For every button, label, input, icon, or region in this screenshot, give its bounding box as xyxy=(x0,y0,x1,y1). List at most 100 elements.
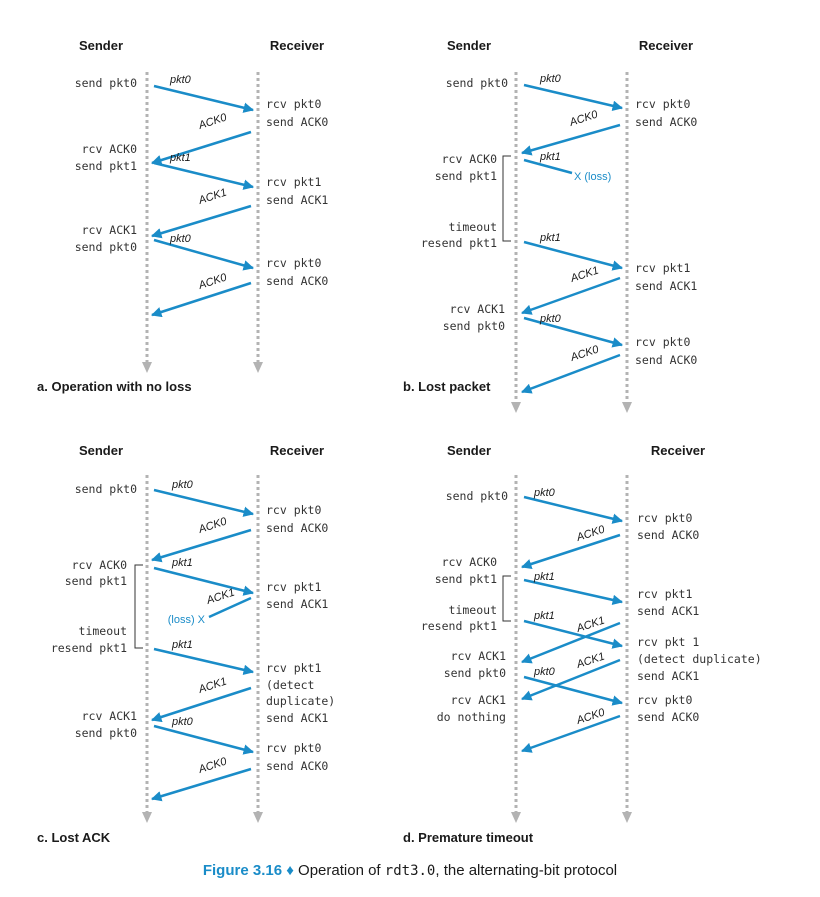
message-label: pkt0 xyxy=(171,716,194,728)
receiver-event: rcv pkt0 xyxy=(637,511,692,525)
sender-event: rcv ACK1 xyxy=(451,649,506,663)
panel-b: Sender Receiver X (loss) pkt0 ACK0 pkt1 … xyxy=(403,38,697,413)
message-label: pkt1 xyxy=(539,232,561,244)
message-label: ACK0 xyxy=(196,515,229,536)
sender-event: rcv ACK1 xyxy=(450,302,505,316)
message-label: pkt0 xyxy=(169,74,192,86)
sender-event: send pkt1 xyxy=(435,169,497,183)
bullet-icon: ♦ xyxy=(286,862,294,879)
rdt3-diagram: Sender Receiver pkt0 ACK0 pkt1 ACK1 pkt0… xyxy=(37,38,762,845)
message-label: ACK0 xyxy=(574,706,607,727)
panel-a: Sender Receiver pkt0 ACK0 pkt1 ACK1 pkt0… xyxy=(37,38,328,394)
message-arrow xyxy=(151,686,252,723)
message-label: pkt0 xyxy=(533,487,556,499)
receiver-event: send ACK1 xyxy=(266,193,328,207)
receiver-event: send ACK0 xyxy=(266,115,328,129)
message-label: pkt0 xyxy=(171,479,194,491)
loss-label: X (loss) xyxy=(574,171,611,183)
panel-caption: d. Premature timeout xyxy=(403,830,534,845)
receiver-event: (detect duplicate) xyxy=(637,652,762,666)
figure-text-tail: , the alternating-bit protocol xyxy=(435,862,618,879)
sender-timeline-arrowhead xyxy=(511,402,521,413)
message-label: pkt1 xyxy=(171,557,193,569)
receiver-event: send ACK0 xyxy=(635,115,697,129)
sender-event: timeout xyxy=(449,220,497,234)
message-arrow xyxy=(153,488,255,517)
sender-event: rcv ACK0 xyxy=(442,555,497,569)
message-arrow xyxy=(523,675,624,706)
message-arrow xyxy=(153,238,255,271)
message-label: ACK1 xyxy=(568,265,600,286)
panel-caption: c. Lost ACK xyxy=(37,830,111,845)
message-arrow xyxy=(150,528,252,563)
sender-event: rcv ACK0 xyxy=(442,152,497,166)
message-arrow xyxy=(523,316,624,348)
receiver-title: Receiver xyxy=(639,38,693,53)
receiver-event: rcv pkt1 xyxy=(266,661,321,675)
receiver-event: send ACK0 xyxy=(637,710,699,724)
receiver-timeline-arrowhead xyxy=(622,402,632,413)
sender-event: send pkt0 xyxy=(444,666,506,680)
message-arrow xyxy=(521,658,621,701)
receiver-event: rcv pkt1 xyxy=(266,175,321,189)
receiver-event: send ACK0 xyxy=(637,528,699,542)
receiver-timeline-arrowhead xyxy=(253,362,263,373)
message-arrow xyxy=(523,240,624,271)
receiver-event: (detect xyxy=(266,678,314,692)
panel-caption: a. Operation with no loss xyxy=(37,379,192,394)
message-arrow xyxy=(151,281,252,318)
message-arrow xyxy=(523,619,624,649)
receiver-timeline-arrowhead xyxy=(253,812,263,823)
sender-event: rcv ACK0 xyxy=(72,558,127,572)
sender-event: send pkt0 xyxy=(443,319,505,333)
receiver-event: rcv pkt0 xyxy=(266,503,321,517)
receiver-title: Receiver xyxy=(270,38,324,53)
receiver-event: duplicate) xyxy=(266,694,335,708)
receiver-event: rcv pkt1 xyxy=(637,587,692,601)
panel-d: Sender Receiver pkt0 ACK0 pkt1 pkt1 ACK1… xyxy=(403,443,762,845)
receiver-event: send ACK0 xyxy=(266,759,328,773)
receiver-event: rcv pkt0 xyxy=(266,256,321,270)
message-arrow xyxy=(153,724,255,755)
message-label: pkt1 xyxy=(539,151,561,163)
sender-event: rcv ACK0 xyxy=(82,142,137,156)
sender-timeline-arrowhead xyxy=(142,362,152,373)
message-arrow xyxy=(153,161,255,190)
message-arrow xyxy=(520,123,621,156)
message-arrow xyxy=(523,578,624,606)
sender-event: rcv ACK1 xyxy=(82,223,137,237)
sender-event: send pkt1 xyxy=(65,574,127,588)
sender-event: rcv ACK1 xyxy=(82,709,137,723)
timeout-bracket xyxy=(134,564,143,649)
sender-event: resend pkt1 xyxy=(421,236,497,250)
message-label: ACK0 xyxy=(567,108,600,129)
receiver-event: rcv pkt0 xyxy=(635,335,690,349)
sender-event: rcv ACK1 xyxy=(451,693,506,707)
message-arrow xyxy=(150,767,252,802)
loss-label: (loss) X xyxy=(168,614,206,626)
sender-event: send pkt0 xyxy=(446,489,508,503)
message-arrow xyxy=(150,130,252,166)
message-label: ACK1 xyxy=(204,587,236,608)
message-label: pkt1 xyxy=(171,639,193,651)
sender-event: send pkt0 xyxy=(75,726,137,740)
sender-title: Sender xyxy=(447,38,491,53)
sender-title: Sender xyxy=(79,443,123,458)
message-arrow xyxy=(153,84,255,113)
message-label: ACK1 xyxy=(196,676,228,697)
sender-title: Sender xyxy=(79,38,123,53)
receiver-event: send ACK0 xyxy=(266,521,328,535)
receiver-event: send ACK1 xyxy=(266,597,328,611)
message-label: ACK0 xyxy=(196,271,229,292)
sender-event: do nothing xyxy=(437,710,506,724)
figure-text: Operation of xyxy=(298,862,381,879)
message-label: pkt1 xyxy=(533,610,555,622)
receiver-event: send ACK1 xyxy=(637,669,699,683)
sender-event: send pkt1 xyxy=(75,159,137,173)
receiver-event: send ACK0 xyxy=(635,353,697,367)
receiver-title: Receiver xyxy=(270,443,324,458)
sender-event: send pkt1 xyxy=(435,572,497,586)
message-label: ACK1 xyxy=(196,187,228,208)
sender-timeline-arrowhead xyxy=(142,812,152,823)
message-label: pkt0 xyxy=(539,313,562,325)
